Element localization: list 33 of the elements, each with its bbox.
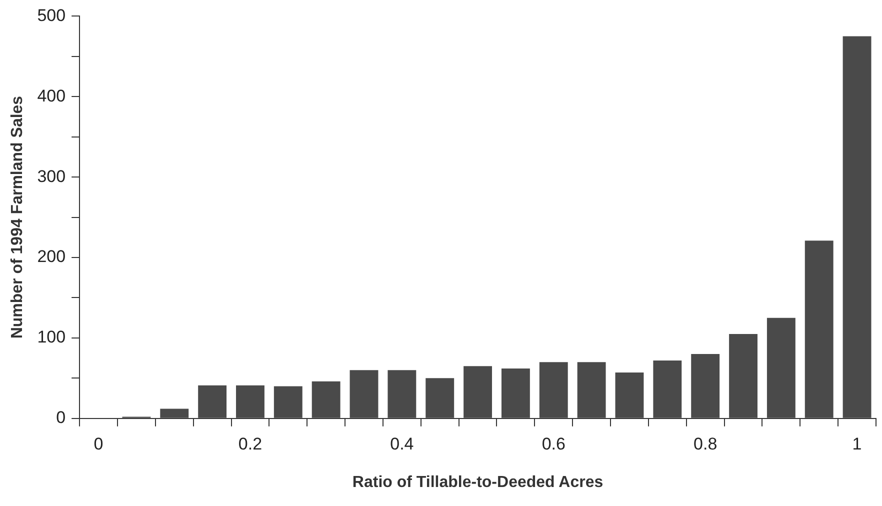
- bar: [236, 385, 264, 418]
- y-tick-label: 500: [37, 6, 66, 25]
- x-tick-label: 1: [852, 434, 862, 454]
- x-tick-label: 0: [94, 434, 104, 454]
- bar: [729, 334, 758, 418]
- y-tick-label: 0: [56, 408, 66, 428]
- y-tick-label: 300: [37, 166, 66, 186]
- x-tick-label: 0.4: [390, 434, 414, 454]
- y-axis-title: Number of 1994 Farmland Sales: [9, 96, 26, 339]
- bar: [615, 372, 644, 418]
- x-tick-label: 0.6: [542, 434, 566, 454]
- x-tick-label: 0.8: [694, 434, 718, 454]
- bar: [653, 360, 682, 418]
- bar: [804, 240, 834, 418]
- bar: [539, 362, 568, 418]
- x-axis-title: Ratio of Tillable-to-Deeded Acres: [352, 474, 604, 491]
- bar: [501, 368, 530, 418]
- bar: [160, 408, 189, 418]
- bar: [691, 354, 720, 418]
- bar: [274, 386, 302, 418]
- bar: [198, 385, 227, 418]
- bar: [312, 381, 340, 418]
- y-tick-label: 100: [37, 328, 66, 347]
- bar: [388, 370, 416, 418]
- bar: [577, 362, 606, 418]
- bar: [842, 36, 872, 418]
- y-tick-label: 400: [37, 86, 66, 106]
- x-tick-label: 0.2: [238, 434, 262, 454]
- bar: [426, 378, 454, 418]
- bar: [766, 318, 796, 418]
- bar: [464, 366, 492, 418]
- y-tick-label: 200: [37, 247, 66, 266]
- bar: [350, 370, 378, 418]
